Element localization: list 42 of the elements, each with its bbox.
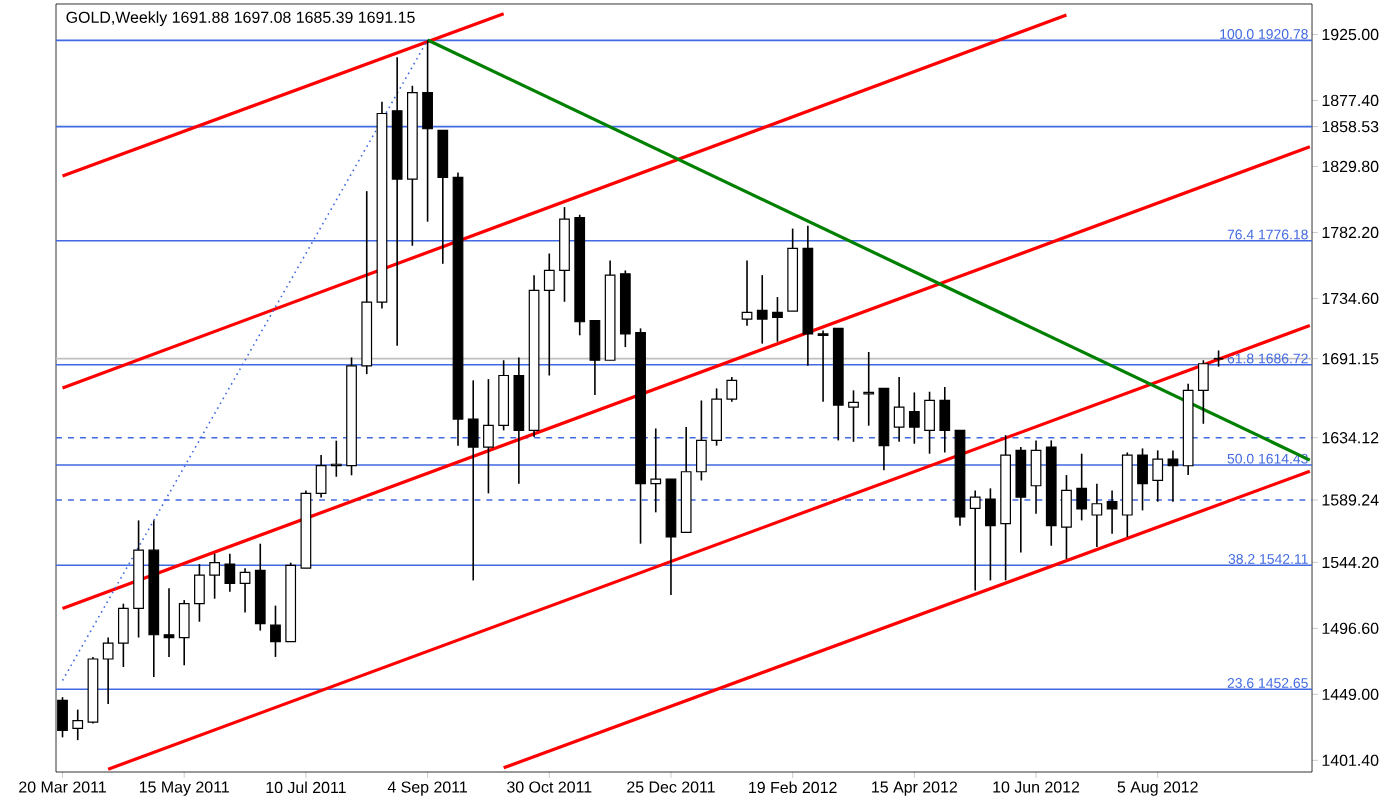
candlestick [1091,482,1103,548]
candlestick [102,636,114,705]
candlestick [224,552,236,593]
candlestick [239,567,251,614]
candlestick [969,489,981,592]
candlestick [589,319,601,396]
candlestick [1106,489,1118,535]
candlestick [1015,446,1027,554]
candlestick [315,454,327,499]
candlestick [270,604,281,658]
candlestick [696,399,707,482]
candlestick [908,391,920,445]
candlestick [741,259,753,327]
candlestick [924,390,935,455]
candlestick [1076,452,1088,522]
candlestick [194,563,205,623]
candlestick [1061,474,1072,560]
candlestick [1197,359,1209,425]
candlestick [163,587,175,658]
candlestick [1030,439,1042,515]
candlestick [848,389,859,443]
candlestick [772,296,783,343]
candlestick [1137,447,1148,512]
candlestick [1167,449,1179,503]
candlestick [817,329,829,403]
candlestick [437,129,449,265]
candlestick [711,387,722,447]
candlestick [939,386,951,454]
candlestick [178,599,190,667]
candlestick [117,602,129,668]
candlestick [650,427,662,514]
candlestick [467,379,479,582]
candlestick [422,39,433,223]
candlestick [543,252,555,377]
candlestick [893,376,905,443]
candlestick [209,552,221,600]
candlestick [1152,449,1164,503]
candlestick [756,274,768,345]
candlestick [985,487,996,582]
candlestick [72,708,84,741]
candlestick [726,376,738,403]
candlestick [483,378,494,495]
